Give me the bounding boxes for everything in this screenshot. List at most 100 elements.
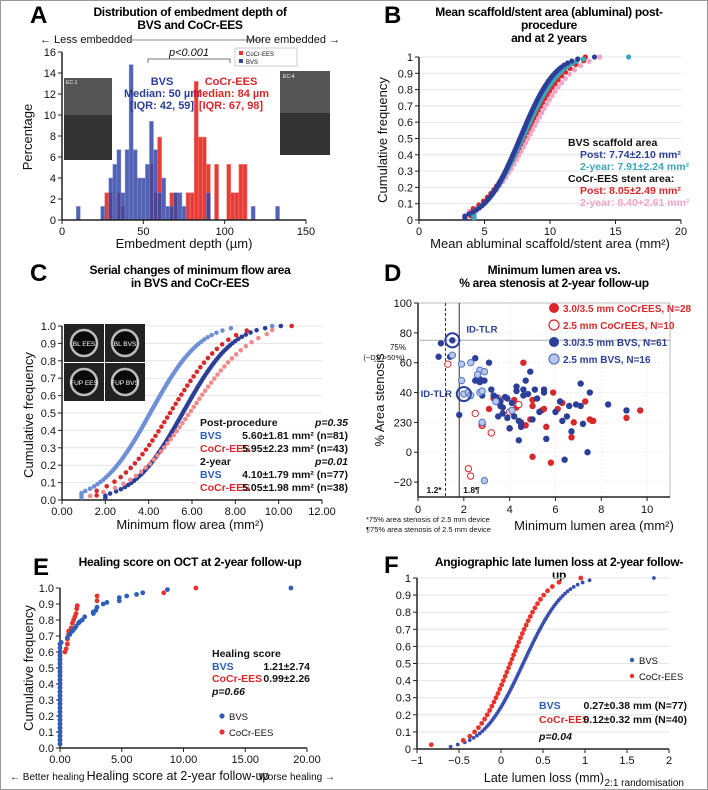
x-axis-label: Minimum flow area (mm²) bbox=[116, 517, 263, 532]
stats-value: 4.10±1.79 mm² (n=77) bbox=[242, 469, 348, 481]
cdf-point-cocr-ees-2-year bbox=[112, 479, 117, 484]
panel-d: D Minimum lumen area vs. % area stenosis… bbox=[354, 250, 708, 540]
cdf-point-cocr-ees-2-year bbox=[128, 465, 133, 471]
panel-label: F bbox=[384, 552, 399, 579]
cdf-point-bvs bbox=[134, 592, 139, 597]
cdf-point-cocr-ees-post bbox=[177, 424, 182, 430]
legend-label: CoCr-EES bbox=[246, 52, 274, 58]
cdf-point-cocr-ees bbox=[94, 598, 100, 604]
cdf-point-cocr-ees-2-year bbox=[150, 438, 155, 443]
x-tick-label: 12.00 bbox=[308, 506, 336, 518]
cdf-point-cocr-ees-2-year bbox=[185, 383, 190, 388]
y-tick-label: 0.0 bbox=[39, 743, 54, 755]
cdf-point-cocr-ees bbox=[532, 605, 538, 611]
cdf-point-bvs-post bbox=[564, 60, 571, 66]
stats-value: 5.95±2.23 mm² (n=43) bbox=[242, 443, 348, 455]
y-tick-label: 8 bbox=[50, 131, 56, 143]
cdf-point-bvs bbox=[568, 587, 573, 592]
cdf-point-bvs-post bbox=[239, 334, 245, 340]
y-tick-label: 0 bbox=[405, 744, 411, 756]
cdf-point-cocr-ees-2-year bbox=[529, 127, 536, 133]
x-tick-label: 20.00 bbox=[293, 754, 321, 766]
legend-text: BVS scaffold area bbox=[568, 137, 657, 149]
cdf-point-cocr-ees-2-year bbox=[170, 406, 176, 411]
scatter-point-3-0-3-5-mm-bvs bbox=[586, 389, 594, 396]
x-axis-label: Late lumen loss (mm) bbox=[484, 771, 604, 785]
cdf-point-bvs-2-year bbox=[82, 488, 88, 494]
cdf-point-cocr-ees-2-year bbox=[233, 332, 239, 338]
cdf-point-bvs bbox=[57, 689, 63, 695]
cdf-point-bvs bbox=[94, 604, 100, 610]
scatter-point-3-0-3-5-mm-bvs bbox=[456, 411, 463, 419]
cdf-point-bvs bbox=[477, 731, 482, 736]
scatter-point-3-0-3-5-mm-bvs bbox=[520, 386, 527, 393]
x-tick-label: 0 bbox=[59, 226, 65, 238]
y-tick-label: 0 bbox=[50, 215, 56, 227]
y-tick-label: 60 bbox=[400, 358, 412, 370]
y-axis-label: Percentage bbox=[20, 104, 35, 171]
cdf-point-bvs bbox=[57, 705, 63, 711]
bar-bvs bbox=[120, 192, 126, 221]
cdf-point-cocr-ees-post bbox=[243, 343, 249, 349]
better-healing-label: ← Better healing bbox=[10, 772, 85, 783]
x-tick-label: 0.5 bbox=[535, 755, 550, 767]
id-tlr-marker bbox=[455, 386, 472, 403]
scatter-point-3-0-3-5-mm-bvs bbox=[527, 368, 534, 375]
cdf-point-cocr-ees-post bbox=[151, 457, 157, 462]
chart-c-svg: 0.00 2.00 4.00 6.00 8.00 10.00 12.00 0.0 0.1 0.2 0… bbox=[21, 321, 352, 532]
scatter-point-3-0-3-5-mm-bvs bbox=[513, 387, 520, 395]
scatter-point-3-0-3-5-mm-cocrees bbox=[543, 423, 550, 431]
cdf-point-cocr-ees-2-year bbox=[176, 396, 181, 402]
cdf-point-cocr-ees-post bbox=[147, 461, 153, 466]
cdf-point-cocr-ees bbox=[507, 661, 513, 666]
cdf-point-bvs bbox=[57, 733, 63, 739]
cdf-point-bvs-post bbox=[466, 211, 472, 217]
cdf-point-bvs bbox=[651, 576, 656, 580]
cdf-point-cocr-ees-2-year bbox=[226, 337, 231, 343]
y-tick-label: 0.5 bbox=[396, 659, 411, 671]
chart-title-line: in BVS and CoCr-EES bbox=[130, 276, 250, 290]
scatter-point-3-0-3-5-mm-cocrees bbox=[547, 459, 555, 466]
cdf-point-cocr-ees-2-year bbox=[586, 58, 592, 64]
y-tick-label: 0.8 bbox=[41, 356, 56, 368]
cdf-point-bvs-2-year bbox=[269, 323, 275, 329]
scatter-point-3-0-3-5-mm-cocrees bbox=[549, 389, 557, 396]
cdf-point-bvs-2-year bbox=[580, 56, 586, 62]
cdf-point-cocr-ees bbox=[495, 691, 501, 696]
chart-a-svg: ← Less embedded More embedded → EC-1 EC-4 0 5… bbox=[20, 34, 340, 251]
stats-label: BVS bbox=[200, 469, 222, 481]
stats-label: BVS bbox=[200, 430, 222, 442]
scatter-point-3-0-3-5-mm-bvs bbox=[623, 407, 630, 414]
scatter-point-3-0-3-5-mm-bvs bbox=[511, 413, 518, 420]
scatter-point-3-0-3-5-mm-bvs bbox=[506, 425, 513, 432]
scatter-point-3-0-3-5-mm-bvs bbox=[579, 420, 587, 428]
cdf-point-cocr-ees-post bbox=[191, 404, 197, 410]
panel-e: E Healing score on OCT at 2-year follow-… bbox=[0, 540, 354, 790]
scatter-point-3-0-3-5-mm-bvs bbox=[481, 377, 488, 384]
y-tick-label: 0.6 bbox=[41, 391, 56, 403]
x-tick-label: 5.00 bbox=[111, 754, 132, 766]
scatter-point-3-0-3-5-mm-bvs bbox=[552, 408, 559, 416]
cdf-point-bvs-2-year bbox=[79, 490, 84, 496]
cdf-point-bvs-post bbox=[103, 493, 108, 499]
cdf-point-cocr-ees-2-year bbox=[143, 447, 149, 452]
cdf-point-cocr-ees bbox=[530, 609, 535, 615]
x-tick-label: 6 bbox=[552, 504, 558, 516]
y-tick-label: 0 bbox=[406, 447, 412, 459]
cdf-point-cocr-ees bbox=[499, 682, 505, 688]
y-tick-label: 0.8 bbox=[396, 607, 411, 619]
stats-label: BVS bbox=[212, 661, 234, 673]
y-tick-label: 0.8 bbox=[398, 85, 413, 97]
cdf-point-cocr-ees-2-year bbox=[167, 410, 173, 416]
scatter-point-3-0-3-5-mm-bvs bbox=[504, 395, 511, 402]
scatter-point-3-0-3-5-mm-bvs bbox=[499, 404, 506, 411]
bar-cocr-ees bbox=[185, 192, 191, 221]
x-tick-label: 4 bbox=[507, 504, 513, 516]
x-axis-label: Mean abluminal scaffold/stent area (mm²) bbox=[430, 236, 670, 251]
plot-frame bbox=[417, 302, 671, 498]
stats-label: CoCr-EES bbox=[200, 443, 250, 455]
y-tick-label: 0.2 bbox=[398, 182, 413, 194]
y-tick-label: 0.9 bbox=[39, 599, 54, 611]
y-tick-label: 0.7 bbox=[41, 373, 56, 385]
cdf-point-cocr-ees bbox=[479, 720, 485, 726]
